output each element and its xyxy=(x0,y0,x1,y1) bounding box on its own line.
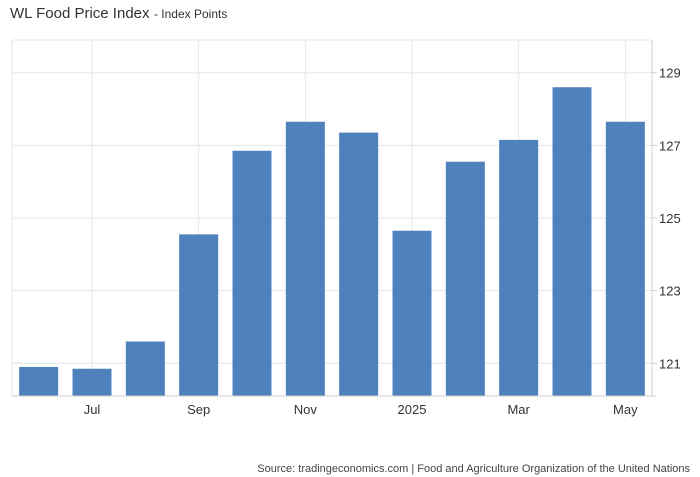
x-tick-label: Mar xyxy=(507,402,530,417)
bar-jun xyxy=(19,366,59,396)
bar-oct xyxy=(232,150,272,396)
chart-subtitle: - Index Points xyxy=(153,7,228,21)
y-axis-ticks: 121 123 125 127 129 xyxy=(652,66,681,371)
bar-jul xyxy=(72,368,112,396)
chart-title: WL Food Price Index xyxy=(10,5,150,22)
bar-series xyxy=(19,87,645,397)
x-tick-label: Sep xyxy=(187,402,210,417)
bar-nov xyxy=(285,121,325,397)
bar-aug xyxy=(125,341,165,396)
bar-mar xyxy=(499,139,539,397)
y-tick-label: 127 xyxy=(659,138,681,153)
source-note: Source: tradingeconomics.com | Food and … xyxy=(257,463,690,475)
y-tick-label: 125 xyxy=(659,211,681,226)
y-tick-label: 123 xyxy=(659,284,681,299)
chart-title-block: WL Food Price Index - Index Points xyxy=(10,5,227,23)
bar-apr xyxy=(552,87,592,396)
bar-may xyxy=(605,121,645,397)
bar-dec xyxy=(339,132,379,396)
y-tick-label: 121 xyxy=(659,356,681,371)
y-tick-label: 129 xyxy=(659,66,681,81)
bar-feb xyxy=(445,161,485,396)
x-tick-label: Jul xyxy=(84,402,101,417)
x-tick-label: 2025 xyxy=(398,402,427,417)
x-axis-ticks: Jul Sep Nov 2025 Mar May xyxy=(84,402,638,417)
x-tick-label: May xyxy=(613,402,638,417)
bar-2025 xyxy=(392,230,432,396)
bar-sep xyxy=(179,234,219,396)
x-tick-label: Nov xyxy=(294,402,318,417)
